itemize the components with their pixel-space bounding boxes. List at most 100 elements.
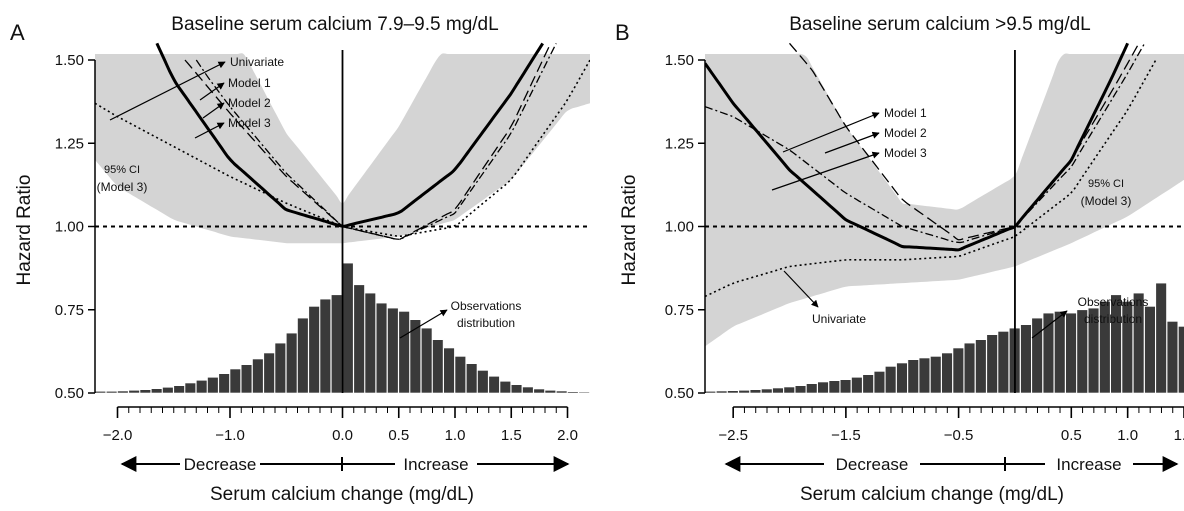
panel-a-histogram-bar [578, 391, 590, 394]
panel-a-y-tick-label: 1.25 [55, 135, 84, 152]
panel-a-histogram-bar [285, 332, 298, 394]
panel-a-histogram-bar [420, 327, 433, 394]
panel-b-x-tick-label: 1.0 [1117, 427, 1138, 444]
panel-b-x-axis-label: Serum calcium change (mg/dL) [800, 484, 1064, 505]
panel-b-curve-univariate [705, 59, 1157, 298]
panel-a-direction: Decrease Increase [120, 454, 570, 474]
panel-a-histogram-bar [218, 373, 230, 394]
panel-a-arrow-observations [399, 309, 448, 339]
panel-a-x-tick-label: 1.5 [501, 427, 522, 444]
panel-b-histogram-bar [1121, 301, 1133, 394]
panel-a-histogram-bar [409, 319, 421, 394]
panel-a-histogram-bar [207, 376, 219, 394]
panel-a-curve-model-3 [155, 42, 544, 228]
panel-a-obs-label-line1: Observations [451, 299, 522, 313]
panel-b-label-model2: Model 2 [884, 126, 927, 140]
panel-a-histogram-bar [229, 368, 241, 394]
panel-a-ci-label-line2: (Model 3) [97, 180, 148, 194]
panel-b-histogram-bar [896, 362, 908, 394]
panel-b-ci-band-area [705, 53, 1184, 347]
panel-a-histogram-bar [274, 342, 286, 394]
panel-a-x-tick-label: 2.0 [557, 427, 578, 444]
panel-b-obs-label-line2: distribution [1084, 312, 1142, 326]
panel-b-x-tick-label: −2.5 [718, 427, 748, 444]
panel-a-x-axis: −2.0 −1.0 0.0 0.5 1.0 1.5 2.0 [103, 406, 578, 444]
panel-b-x-tick-label: 0.5 [1061, 427, 1082, 444]
panel-b-title: Baseline serum calcium >9.5 mg/dL [789, 14, 1091, 35]
panel-a-histogram-bar [297, 317, 309, 394]
panel-b-histogram-bar [1155, 282, 1167, 394]
panel-a-histogram-bar [454, 356, 466, 394]
panel-a-arrow-model3 [194, 122, 225, 139]
panel-a-histogram-bar [488, 375, 500, 394]
panel-b-histogram-bar [794, 385, 807, 394]
panel-a-histogram-bar [555, 390, 568, 394]
panel-a-histogram-bar [499, 380, 511, 394]
panel-b-histogram-bar [839, 379, 852, 394]
panel-b-histogram-bar [772, 387, 784, 394]
panel-a-histogram-bar [319, 298, 331, 394]
panel-a-histogram-bar [252, 358, 264, 394]
panel-b-histogram-bar [941, 352, 953, 394]
panel-b-histogram-bar [738, 389, 750, 394]
panel-b-histogram-bar [828, 380, 840, 394]
panel-b-label-univariate: Univariate [812, 312, 866, 326]
panel-b-histogram-bar [715, 390, 728, 394]
panel-a-curve-model-2 [195, 43, 557, 240]
panel-a-arrow-univariate [109, 61, 226, 121]
panel-b-histogram-bar [1178, 326, 1184, 394]
panel-b: B Baseline serum calcium >9.5 mg/dL Haza… [615, 14, 1184, 505]
panel-b-ci-label-line2: (Model 3) [1081, 194, 1132, 208]
panel-b-curve-model-2 [705, 43, 1146, 244]
panel-b-histogram-bar [783, 386, 795, 394]
panel-a-x-tick-label: 0.0 [332, 427, 353, 444]
panel-b-histogram-bar [907, 359, 919, 394]
panel-b-histogram-bar [806, 383, 818, 394]
panel-a-ci-label-line1: 95% CI [104, 164, 140, 176]
panel-b-histogram-bar [986, 334, 998, 394]
panel-a-histogram-bar [353, 284, 365, 394]
panel-b-arrow-model1 [782, 112, 880, 153]
panel-b-curves [705, 42, 1157, 298]
panel-b-y-tick-label: 1.25 [665, 135, 694, 152]
panel-b-y-tick-label: 0.75 [665, 302, 694, 319]
panel-b-y-tick-label: 1.50 [665, 52, 694, 69]
panel-a-histogram-bar [443, 347, 455, 394]
panel-a-y-tick-label: 0.75 [55, 302, 84, 319]
panel-b-letter: B [615, 20, 630, 45]
panel-a-histogram-bar [398, 311, 410, 394]
panel-b-histogram-bar [749, 389, 762, 394]
panel-a-x-tick-label: −2.0 [103, 427, 133, 444]
panel-a-histogram-bar [196, 379, 208, 394]
panel-b-histogram-bar [1087, 307, 1100, 394]
panel-a-letter: A [10, 20, 25, 45]
panel-a-histogram-bar [173, 385, 185, 394]
panel-b-x-tick-label: −0.5 [944, 427, 974, 444]
panel-a-histogram-bar [567, 391, 579, 394]
panel-a-decrease-bg [180, 454, 260, 474]
panel-a-increase-label: Increase [403, 455, 468, 474]
panel-b-legend-annotations: Model 1 Model 2 Model 3 95% CI (Model 3)… [771, 106, 1148, 339]
panel-b-x-tick-label: −1.5 [831, 427, 861, 444]
panel-b-arrow-model2 [824, 131, 880, 154]
panel-a-histogram-bar [330, 294, 343, 394]
panel-a-histogram-bar [162, 386, 174, 394]
panel-a-histogram-bar [544, 389, 556, 394]
panel-b-increase-label: Increase [1056, 455, 1121, 474]
panel-b-arrow-univariate [783, 270, 819, 308]
panel-b-curve-model-3 [705, 42, 1129, 252]
panel-a-arrow-model1 [199, 82, 225, 101]
panel-a-x-tick-label: 0.5 [388, 427, 409, 444]
panel-b-label-model1: Model 1 [884, 106, 927, 120]
panel-a-y-tick-label: 1.50 [55, 52, 84, 69]
panel-b-histogram-bar [1065, 312, 1077, 394]
panel-a-title: Baseline serum calcium 7.9–9.5 mg/dL [171, 14, 498, 35]
panel-a-reference-lines [95, 50, 590, 393]
panel-a-histogram-bar [106, 390, 118, 394]
panel-a-decrease-label: Decrease [184, 455, 257, 474]
panel-b-histogram-bar [963, 342, 976, 394]
panel-a-histogram [94, 262, 590, 394]
panel-a-histogram-bar [477, 370, 489, 394]
panel-b-histogram-bar [862, 374, 874, 394]
